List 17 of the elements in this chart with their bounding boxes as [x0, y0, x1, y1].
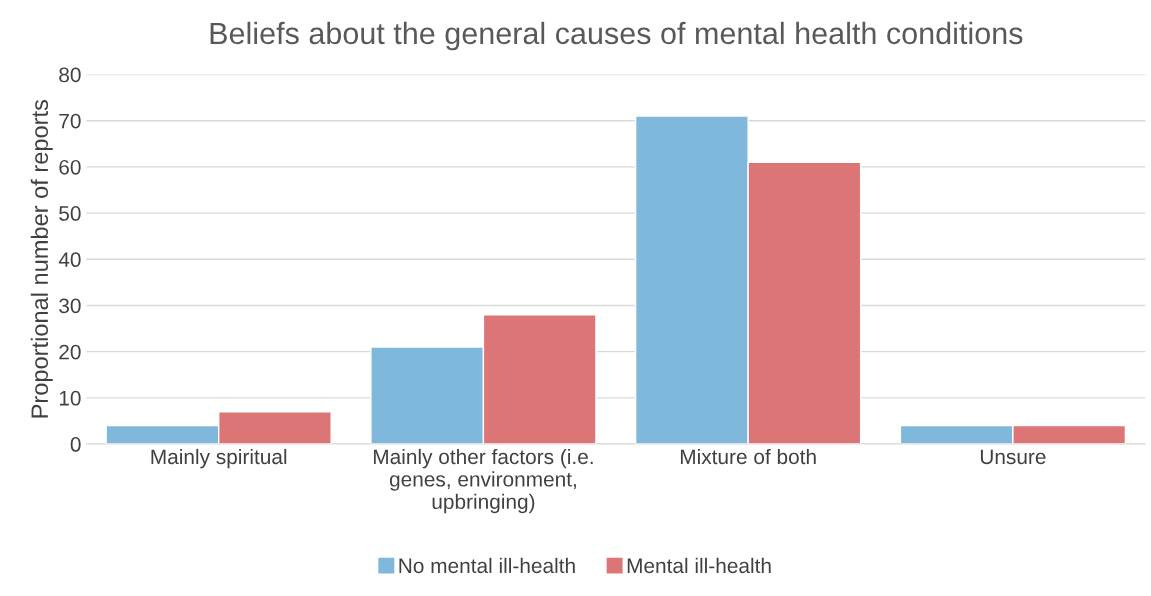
y-tick-label: 40 [58, 252, 81, 268]
legend-label: Mental ill-health [627, 557, 771, 574]
x-tick-label: Mainly spiritual [151, 448, 287, 469]
legend-label: No mental ill-health [399, 557, 575, 574]
x-tick-label: Mainly other factors (i.e. genes, environment, upbringing) [373, 448, 593, 514]
y-tick-label: 50 [59, 206, 81, 221]
y-tick-label: 0 [70, 437, 81, 452]
x-tick-label: Mixture of both [680, 448, 816, 465]
x-tick-label: Unsure [980, 449, 1046, 465]
y-tick-label: 20 [59, 344, 81, 360]
y-tick-label: 30 [59, 298, 81, 314]
y-tick-label: 80 [59, 67, 81, 83]
y-tick-label: 70 [59, 113, 81, 129]
chart-title: Beliefs about the general causes of mental health conditions [210, 21, 1023, 51]
y-axis-title: Proportional number of reports [30, 99, 53, 418]
y-tick-label: 10 [59, 390, 81, 406]
y-tick-label: 60 [59, 159, 81, 175]
